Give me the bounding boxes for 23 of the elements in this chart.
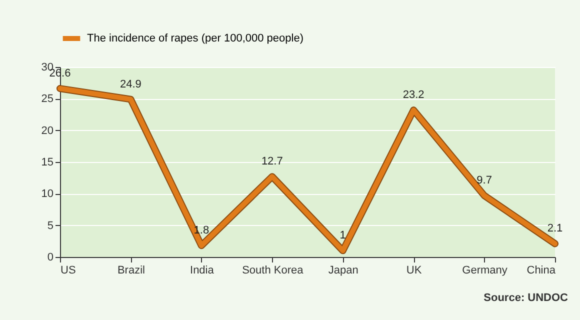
- x-tick-label: US: [60, 264, 76, 276]
- x-tick-label: UK: [406, 264, 422, 276]
- x-tick-label: Germany: [462, 264, 508, 276]
- y-tick-label: 30: [41, 62, 54, 74]
- data-label: 12.7: [261, 156, 283, 168]
- x-tick-label: South Korea: [242, 264, 304, 276]
- x-tick-label: India: [190, 264, 215, 276]
- y-tick-label: 25: [41, 93, 54, 106]
- x-tick-label: Japan: [328, 264, 358, 276]
- y-tick-label: 0: [47, 252, 54, 264]
- data-label: 1: [340, 230, 346, 242]
- data-label: 2.1: [547, 222, 563, 235]
- source-note: Source: UNDOC: [484, 292, 568, 304]
- data-label: 24.9: [120, 78, 142, 90]
- data-label: 9.7: [476, 174, 492, 187]
- y-tick-label: 15: [41, 156, 54, 168]
- y-tick-label: 20: [41, 124, 54, 137]
- y-tick-label: 5: [47, 220, 54, 232]
- x-tick-label: Brazil: [117, 264, 145, 276]
- x-tick-label: China: [526, 264, 556, 276]
- data-label: 23.2: [402, 89, 424, 102]
- y-tick-label: 10: [41, 188, 54, 200]
- legend-label: The incidence of rapes (per 100,000 people): [87, 32, 304, 44]
